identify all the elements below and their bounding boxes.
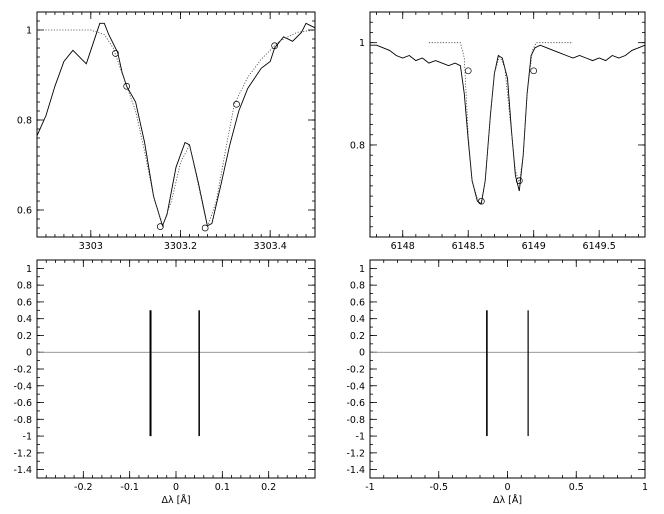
fit-line-dotted — [37, 29, 315, 229]
x-tick-label: 0.5 — [569, 482, 584, 493]
y-tick-label: -0.2 — [346, 365, 365, 376]
y-tick-label: 0.2 — [17, 331, 32, 342]
x-tick-label: 0.2 — [261, 482, 276, 493]
fit-point-marker — [233, 100, 240, 108]
plot-frame — [36, 11, 316, 238]
y-tick-label: -0.8 — [346, 415, 365, 426]
panel-bottom-right: -1 -0.5 0 0.5 1 -1.4 -1.2 -1 -0.8 -0.6 -0.4 -0.2 0 0.… — [346, 259, 648, 506]
y-tick-label: 0.8 — [350, 140, 365, 151]
y-tick-label: 0.2 — [350, 331, 365, 342]
y-tick-label: 1 — [359, 264, 365, 275]
y-tick-label: -1 — [356, 432, 365, 443]
panel-bottom-left: -0.2 -0.1 0 0.1 0.2 -1.4 -1.2 -1 -0.8 -0.6 -0.4 -0.… — [13, 259, 316, 506]
panel-top-left: 3303 3303.2 3303.4 0.6 0.8 1 — [17, 11, 316, 252]
x-tick-label: 3303 — [79, 241, 103, 252]
observed-spectrum-line — [370, 44, 645, 205]
panel-top-right: 6148 6148.5 6149 6149.5 0.8 1 — [350, 11, 646, 252]
y-tick-label: -0.6 — [13, 398, 32, 409]
fit-point-marker — [123, 82, 131, 90]
fit-point-marker — [271, 42, 278, 50]
fit-line-dotted — [428, 42, 573, 202]
y-tick-label: 0.6 — [17, 206, 32, 217]
x-axis-label: Δλ [Å] — [161, 494, 190, 506]
fit-point-marker — [201, 224, 209, 232]
plot-frame — [36, 259, 316, 479]
x-tick-label: 3303.4 — [254, 241, 287, 252]
x-axis-label: Δλ [Å] — [493, 494, 522, 506]
plot-area — [370, 42, 645, 205]
y-tick-label: 0.6 — [17, 297, 32, 308]
y-tick-label: -0.8 — [13, 415, 32, 426]
y-tick-label: -1.2 — [13, 448, 32, 459]
plot-area — [370, 310, 645, 437]
y-tick-label: -0.4 — [346, 381, 365, 392]
x-tick-label: -0.2 — [74, 482, 93, 493]
x-tick-label: 6148 — [391, 241, 415, 252]
y-tick-label: 1 — [26, 264, 32, 275]
y-tick-label: -1.4 — [346, 465, 365, 476]
x-tick-label: 6149.5 — [583, 241, 616, 252]
x-tick-label: -1 — [365, 482, 374, 493]
x-tick-label: 6149 — [522, 241, 546, 252]
fit-point-marker — [464, 67, 472, 75]
plot-frame — [369, 259, 646, 479]
y-tick-label: 0.8 — [17, 281, 32, 292]
y-tick-label: 0.8 — [350, 281, 365, 292]
x-tick-label: -0.5 — [429, 482, 448, 493]
y-tick-label: 0.6 — [350, 297, 365, 308]
y-tick-label: 0.4 — [17, 314, 32, 325]
observed-spectrum-line — [37, 22, 315, 228]
y-tick-label: 0.8 — [17, 116, 32, 127]
x-tick-label: 0.1 — [215, 482, 230, 493]
y-tick-label: 0 — [359, 348, 365, 359]
y-tick-label: 1 — [26, 26, 32, 37]
x-tick-label: -0.1 — [120, 482, 139, 493]
y-tick-label: -1.4 — [13, 465, 32, 476]
plot-area — [37, 310, 315, 437]
fit-point-marker — [156, 223, 164, 230]
x-tick-label: 1 — [642, 482, 648, 493]
y-tick-label: -1 — [23, 432, 32, 443]
y-tick-label: 1 — [359, 38, 365, 49]
y-tick-label: -0.4 — [13, 381, 32, 392]
fit-point-marker — [530, 67, 538, 75]
x-tick-label: 0 — [504, 482, 510, 493]
x-tick-label: 3303.2 — [164, 241, 197, 252]
plot-area — [37, 22, 315, 232]
fit-point-marker — [112, 50, 119, 57]
y-tick-label: 0.4 — [350, 314, 365, 325]
plot-frame — [369, 11, 646, 238]
fit-point-marker — [515, 177, 523, 185]
x-tick-label: 0 — [173, 482, 179, 493]
x-tick-label: 6148.5 — [452, 241, 485, 252]
y-tick-label: -0.2 — [13, 365, 32, 376]
y-tick-label: -0.6 — [346, 398, 365, 409]
y-tick-label: 0 — [26, 348, 32, 359]
fit-point-marker — [477, 197, 485, 205]
y-tick-label: -1.2 — [346, 448, 365, 459]
